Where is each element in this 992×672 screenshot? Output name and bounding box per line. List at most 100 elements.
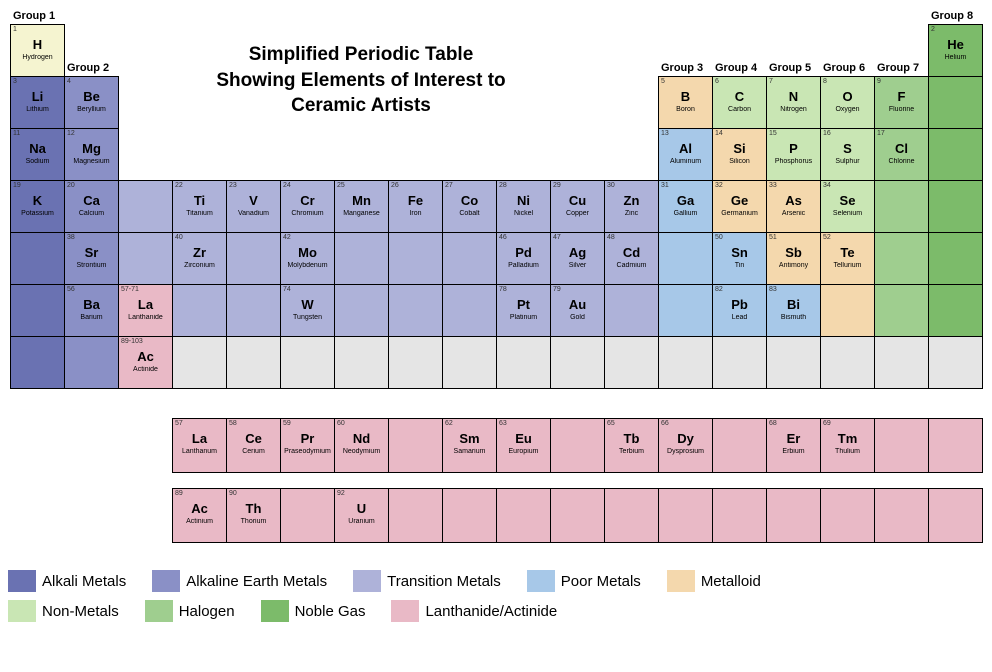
element-cell xyxy=(928,232,983,285)
element-cell xyxy=(10,336,65,389)
element-cell: 51SbAntimony xyxy=(766,232,821,285)
element-cell xyxy=(604,284,659,337)
legend-label: Lanthanide/Actinide xyxy=(425,603,557,620)
element-cell: 17ClChlorine xyxy=(874,128,929,181)
element-cell: 56BaBarium xyxy=(64,284,119,337)
element-cell: 19KPotassium xyxy=(10,180,65,233)
element-cell: 29CuCopper xyxy=(550,180,605,233)
element-cell xyxy=(388,488,443,543)
element-cell xyxy=(334,232,389,285)
element-cell: 69TmThulium xyxy=(820,418,875,473)
element-cell: 15PPhosphorus xyxy=(766,128,821,181)
element-cell xyxy=(388,232,443,285)
element-cell: 74WTungsten xyxy=(280,284,335,337)
element-cell xyxy=(874,336,929,389)
element-cell xyxy=(766,488,821,543)
element-cell xyxy=(874,488,929,543)
element-cell xyxy=(334,284,389,337)
group-header: Group 8 xyxy=(931,10,973,22)
element-cell xyxy=(118,232,173,285)
element-cell xyxy=(874,418,929,473)
element-cell xyxy=(226,284,281,337)
element-cell xyxy=(442,336,497,389)
element-cell: 58CeCerium xyxy=(226,418,281,473)
element-cell: 62SmSamarium xyxy=(442,418,497,473)
element-cell: 78PtPlatinum xyxy=(496,284,551,337)
element-cell xyxy=(64,336,119,389)
element-cell xyxy=(226,336,281,389)
element-cell: 30ZnZinc xyxy=(604,180,659,233)
element-cell: 50SnTin xyxy=(712,232,767,285)
element-cell: 89AcActinium xyxy=(172,488,227,543)
element-cell xyxy=(604,336,659,389)
element-cell xyxy=(10,284,65,337)
element-cell: 24CrChromium xyxy=(280,180,335,233)
element-cell: 11NaSodium xyxy=(10,128,65,181)
element-cell: 90ThThorium xyxy=(226,488,281,543)
legend-swatch xyxy=(353,570,381,592)
legend-swatch xyxy=(667,570,695,592)
element-cell xyxy=(280,336,335,389)
element-cell: 83BiBismuth xyxy=(766,284,821,337)
element-cell xyxy=(442,284,497,337)
element-cell: 3LiLithium xyxy=(10,76,65,129)
element-cell: 47AgSilver xyxy=(550,232,605,285)
legend-label: Halogen xyxy=(179,603,235,620)
element-cell xyxy=(928,128,983,181)
legend-swatch xyxy=(145,600,173,622)
periodic-table-grid: Simplified Periodic TableShowing Element… xyxy=(8,8,984,552)
element-cell: 6CCarbon xyxy=(712,76,767,129)
element-cell: 13AlAluminum xyxy=(658,128,713,181)
element-cell: 48CdCadmium xyxy=(604,232,659,285)
element-cell xyxy=(442,232,497,285)
element-cell: 68ErErbium xyxy=(766,418,821,473)
element-cell: 60NdNeodymium xyxy=(334,418,389,473)
element-cell: 33AsArsenic xyxy=(766,180,821,233)
page-title: Simplified Periodic TableShowing Element… xyxy=(138,42,584,119)
element-cell: 38SrStrontium xyxy=(64,232,119,285)
legend-swatch xyxy=(261,600,289,622)
element-cell: 9FFluorine xyxy=(874,76,929,129)
legend-swatch xyxy=(391,600,419,622)
element-cell: 46PdPalladium xyxy=(496,232,551,285)
element-cell xyxy=(658,488,713,543)
element-cell xyxy=(874,180,929,233)
element-cell xyxy=(658,232,713,285)
element-cell: 89-103AcActinide xyxy=(118,336,173,389)
element-cell: 57-71LaLanthanide xyxy=(118,284,173,337)
element-cell xyxy=(712,488,767,543)
element-cell: 27CoCobalt xyxy=(442,180,497,233)
element-cell: 59PrPraseodymium xyxy=(280,418,335,473)
legend-label: Alkali Metals xyxy=(42,573,126,590)
legend-swatch xyxy=(152,570,180,592)
element-cell xyxy=(550,418,605,473)
legend-label: Poor Metals xyxy=(561,573,641,590)
element-cell xyxy=(496,336,551,389)
element-cell: 32GeGermanium xyxy=(712,180,767,233)
group-header: Group 1 xyxy=(13,10,55,22)
element-cell: 1HHydrogen xyxy=(10,24,65,77)
legend-label: Transition Metals xyxy=(387,573,501,590)
element-cell: 26FeIron xyxy=(388,180,443,233)
element-cell xyxy=(172,284,227,337)
element-cell xyxy=(874,232,929,285)
element-cell xyxy=(820,336,875,389)
element-cell: 7NNitrogen xyxy=(766,76,821,129)
element-cell: 52TeTellurium xyxy=(820,232,875,285)
element-cell: 42MoMolybdenum xyxy=(280,232,335,285)
element-cell xyxy=(172,336,227,389)
legend: Alkali MetalsAlkaline Earth MetalsTransi… xyxy=(8,570,984,622)
element-cell: 65TbTerbium xyxy=(604,418,659,473)
legend-swatch xyxy=(527,570,555,592)
element-cell xyxy=(928,418,983,473)
element-cell xyxy=(820,488,875,543)
legend-label: Noble Gas xyxy=(295,603,366,620)
element-cell: 5BBoron xyxy=(658,76,713,129)
group-header: Group 2 xyxy=(67,62,109,74)
element-cell: 12MgMagnesium xyxy=(64,128,119,181)
element-cell: 2HeHelium xyxy=(928,24,983,77)
element-cell: 28NiNickel xyxy=(496,180,551,233)
element-cell: 25MnManganese xyxy=(334,180,389,233)
element-cell xyxy=(550,488,605,543)
element-cell: 20CaCalcium xyxy=(64,180,119,233)
